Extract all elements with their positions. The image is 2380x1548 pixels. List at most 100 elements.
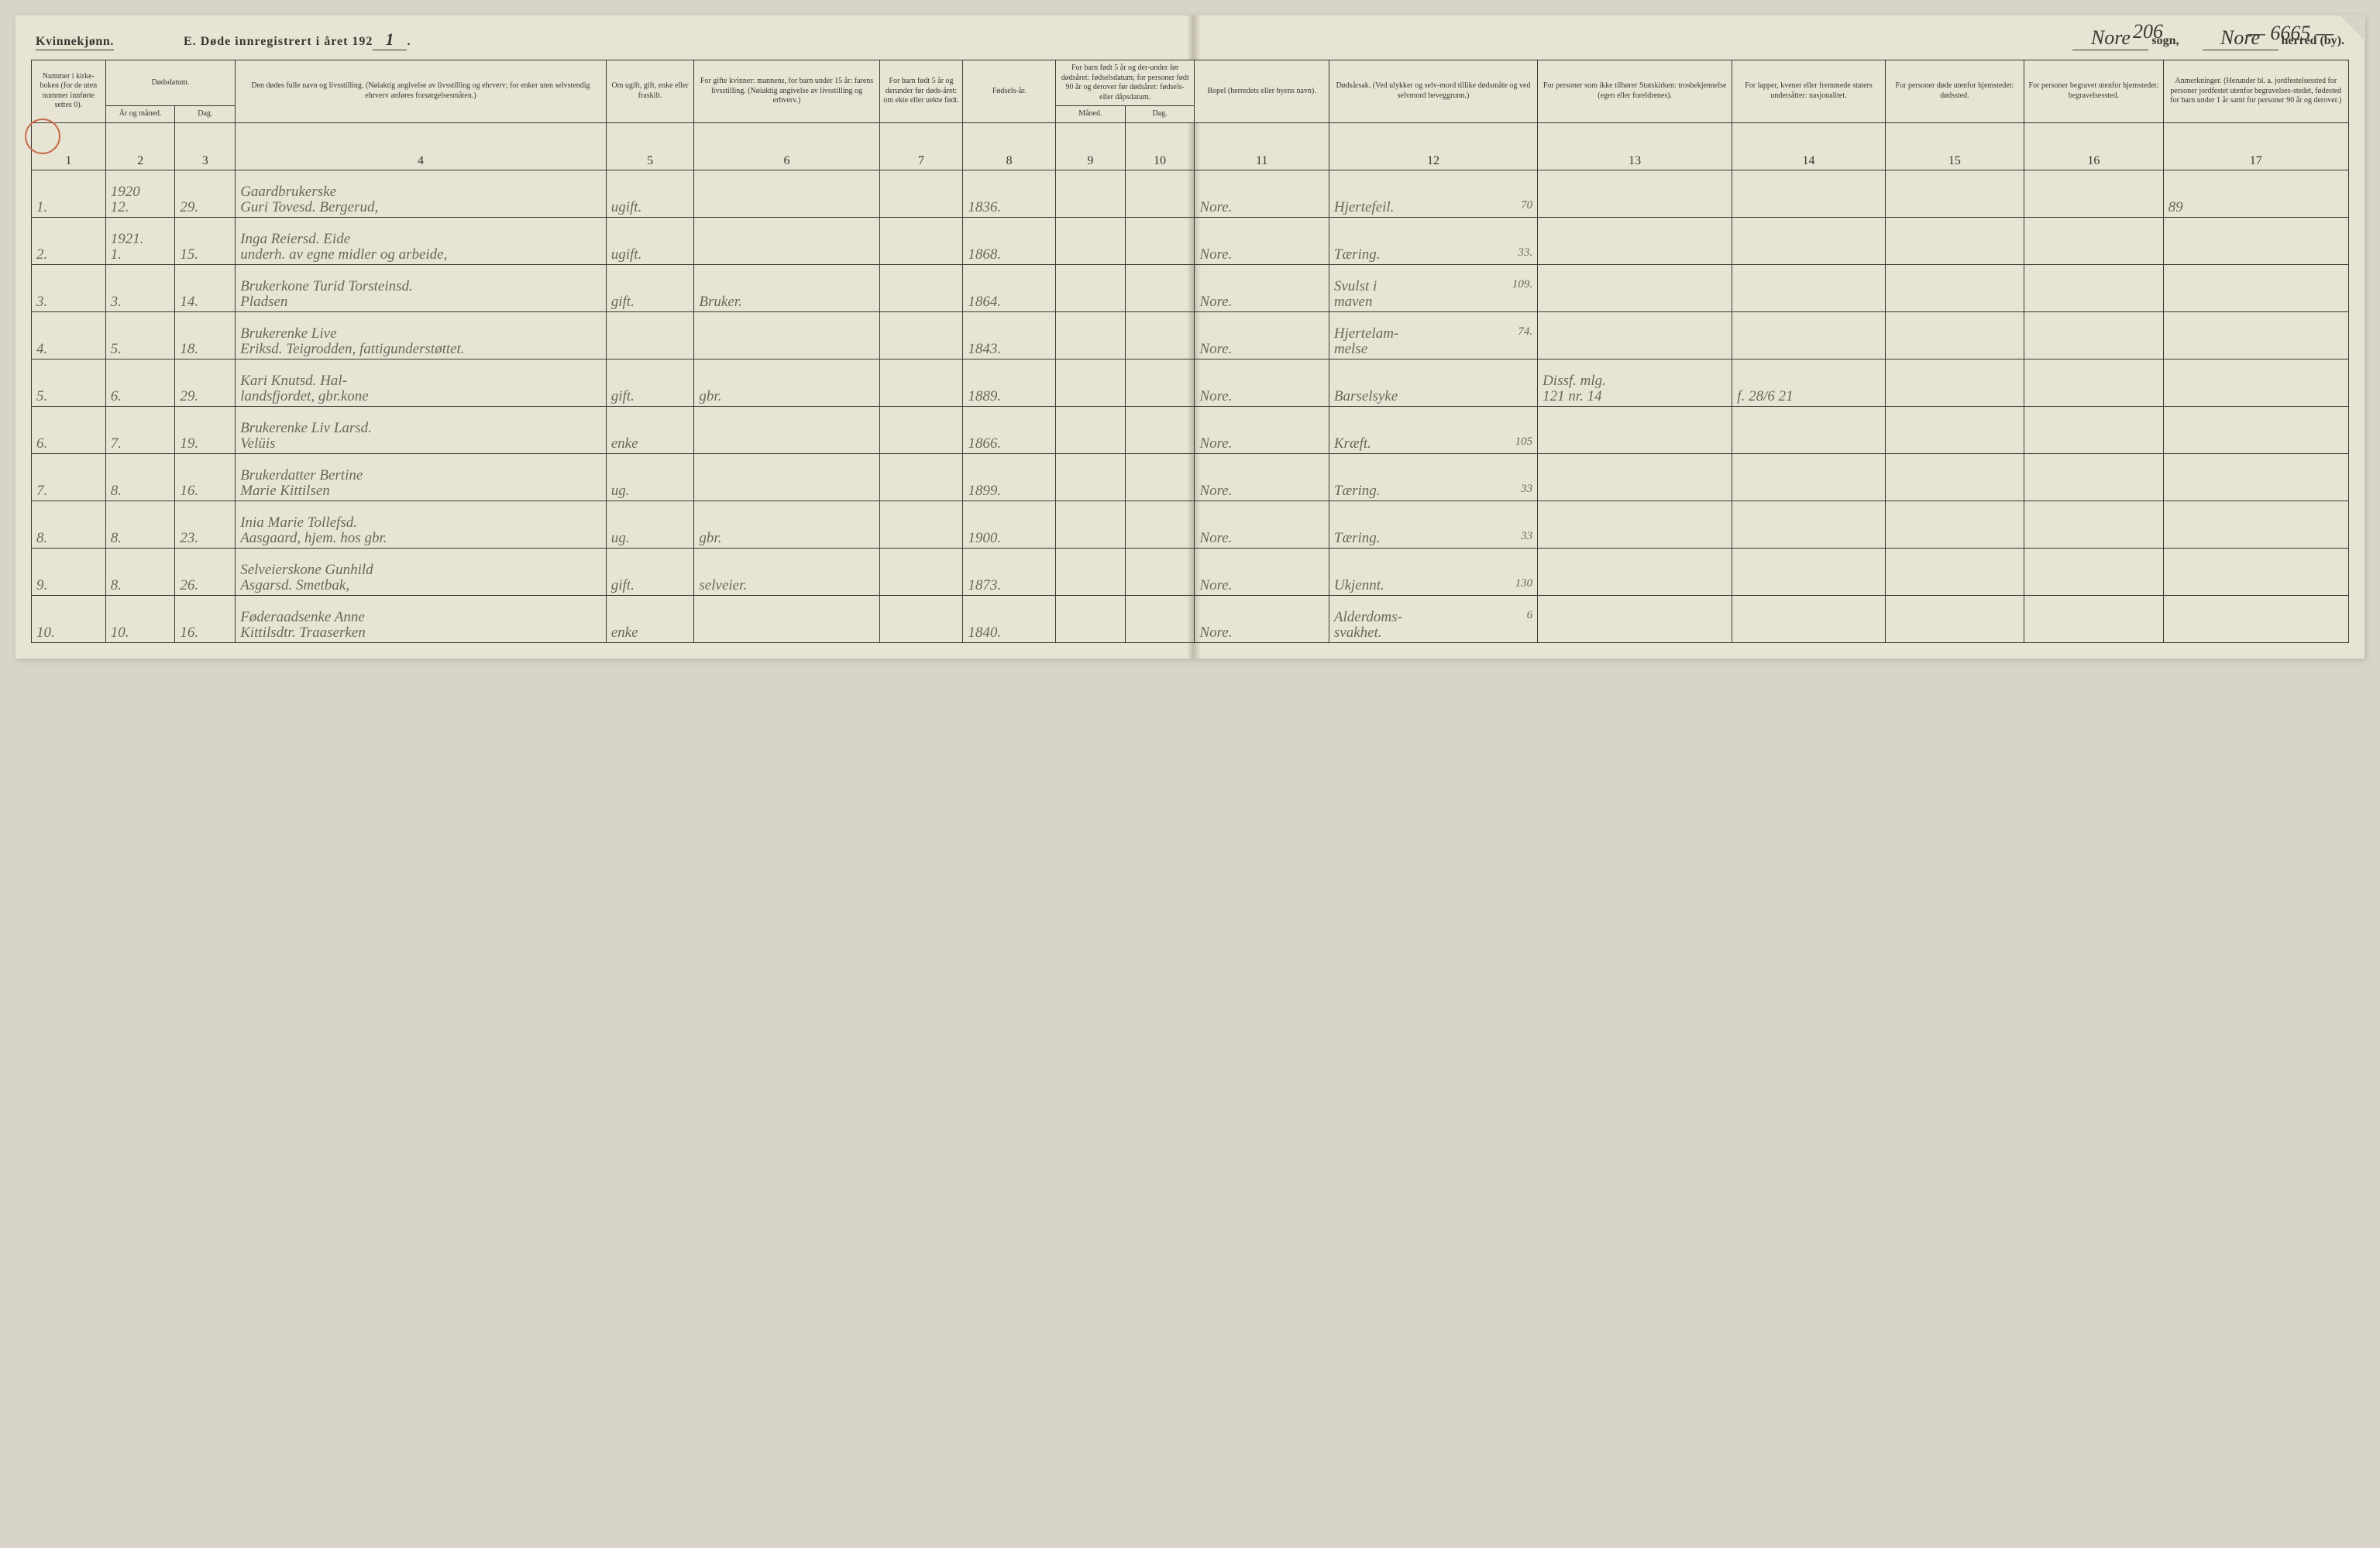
cell: 1899. xyxy=(963,453,1056,501)
cell xyxy=(879,501,963,548)
column-number: 15 xyxy=(1885,122,2024,170)
column-number: 4 xyxy=(236,122,607,170)
cell xyxy=(1125,264,1195,311)
col-10-header: Dødsårsak. (Ved ulykker og selv-mord til… xyxy=(1329,60,1537,123)
cell xyxy=(2163,264,2348,311)
cell xyxy=(2024,453,2163,501)
cell: ugift. xyxy=(606,217,694,264)
cell xyxy=(2024,548,2163,595)
cell xyxy=(606,311,694,359)
cell xyxy=(1885,548,2024,595)
header-row: Kvinnekjønn. E. Døde innregistrert i åre… xyxy=(31,23,2349,52)
column-number: 2 xyxy=(105,122,175,170)
cell xyxy=(1885,264,2024,311)
cell xyxy=(1538,501,1732,548)
cell: Kari Knutsd. Hal-landsfjordet, gbr.kone xyxy=(236,359,607,406)
cell: 8. xyxy=(105,548,175,595)
cell-cause: 130Ukjennt. xyxy=(1329,548,1537,595)
cell-cause: Barselsyke xyxy=(1329,359,1537,406)
cell: 3. xyxy=(105,264,175,311)
cell: enke xyxy=(606,406,694,453)
cell: Dissf. mlg.121 nr. 14 xyxy=(1538,359,1732,406)
cell xyxy=(1732,311,1885,359)
cell: gift. xyxy=(606,548,694,595)
cell: 18. xyxy=(175,311,236,359)
cell xyxy=(1055,548,1125,595)
cell xyxy=(1885,311,2024,359)
cell: 16. xyxy=(175,453,236,501)
table-row: 2.1921.1.15.Inga Reiersd. Eideunderh. av… xyxy=(32,217,2349,264)
column-number: 11 xyxy=(1195,122,1329,170)
ledger-header: Nummer i kirke-boken (for de uten nummer… xyxy=(32,60,2349,170)
table-row: 9.8.26.Selveierskone GunhildAsgarsd. Sme… xyxy=(32,548,2349,595)
column-number: 1 xyxy=(32,122,106,170)
cell: f. 28/6 21 xyxy=(1732,359,1885,406)
age-annotation: 105 xyxy=(1515,436,1533,449)
cell: Nore. xyxy=(1195,311,1329,359)
cell xyxy=(879,311,963,359)
cell xyxy=(2163,406,2348,453)
cell: enke xyxy=(606,595,694,642)
cell xyxy=(2024,264,2163,311)
cell: Nore. xyxy=(1195,264,1329,311)
cell xyxy=(1055,595,1125,642)
cell xyxy=(2163,359,2348,406)
cell xyxy=(1885,501,2024,548)
cell-cause: 6Alderdoms-svakhet. xyxy=(1329,595,1537,642)
title-prefix: E. Døde innregistrert i året 192 xyxy=(184,35,373,48)
cell: 1840. xyxy=(963,595,1056,642)
cell: Inia Marie Tollefsd.Aasgaard, hjem. hos … xyxy=(236,501,607,548)
cell-cause: 33Tæring. xyxy=(1329,501,1537,548)
age-annotation: 33 xyxy=(1521,483,1532,496)
cell xyxy=(1885,170,2024,217)
cell: Nore. xyxy=(1195,359,1329,406)
column-number: 5 xyxy=(606,122,694,170)
cell: Nore. xyxy=(1195,406,1329,453)
cell xyxy=(879,264,963,311)
cell: ug. xyxy=(606,501,694,548)
cell-cause: 33Tæring. xyxy=(1329,453,1537,501)
cell-cause: 105Kræft. xyxy=(1329,406,1537,453)
column-number: 8 xyxy=(963,122,1056,170)
cell: 8. xyxy=(105,453,175,501)
cell xyxy=(2163,501,2348,548)
cell xyxy=(1125,406,1195,453)
cell: 1889. xyxy=(963,359,1056,406)
ledger-table: Nummer i kirke-boken (for de uten nummer… xyxy=(31,60,2349,643)
cell: Nore. xyxy=(1195,217,1329,264)
title-period: . xyxy=(407,35,411,48)
column-number: 10 xyxy=(1125,122,1195,170)
cell xyxy=(1732,595,1885,642)
cell: Inga Reiersd. Eideunderh. av egne midler… xyxy=(236,217,607,264)
column-number: 13 xyxy=(1538,122,1732,170)
cell xyxy=(2024,406,2163,453)
cell xyxy=(1055,406,1125,453)
column-number: 3 xyxy=(175,122,236,170)
column-number: 14 xyxy=(1732,122,1885,170)
cell: Brukerenke LiveEriksd. Teigrodden, fatti… xyxy=(236,311,607,359)
table-row: 4.5.18.Brukerenke LiveEriksd. Teigrodden… xyxy=(32,311,2349,359)
cell xyxy=(1125,501,1195,548)
column-number-row: 1234567891011121314151617 xyxy=(32,122,2349,170)
cell: GaardbrukerskeGuri Tovesd. Bergerud, xyxy=(236,170,607,217)
cell xyxy=(1538,311,1732,359)
cell xyxy=(1055,359,1125,406)
column-number: 12 xyxy=(1329,122,1537,170)
cell: 1. xyxy=(32,170,106,217)
ledger-sheet: 206 — 6665 — Kvinnekjønn. E. Døde innreg… xyxy=(15,15,2365,659)
cell: 1868. xyxy=(963,217,1056,264)
cell xyxy=(1055,264,1125,311)
col-6-header: For barn født 5 år og derunder før døds-… xyxy=(879,60,963,123)
cell: 8. xyxy=(105,501,175,548)
cell: gift. xyxy=(606,264,694,311)
cell: 7. xyxy=(105,406,175,453)
cell: 1873. xyxy=(963,548,1056,595)
cell-cause: 33.Tæring. xyxy=(1329,217,1537,264)
title-year-handwritten: 1 xyxy=(373,29,407,50)
cell: Brukerdatter BertineMarie Kittilsen xyxy=(236,453,607,501)
cell xyxy=(2024,501,2163,548)
col-1-header: Nummer i kirke-boken (for de uten nummer… xyxy=(32,60,106,123)
col-7-header: Fødsels-år. xyxy=(963,60,1056,123)
cell xyxy=(1538,548,1732,595)
cell: Bruker. xyxy=(694,264,879,311)
